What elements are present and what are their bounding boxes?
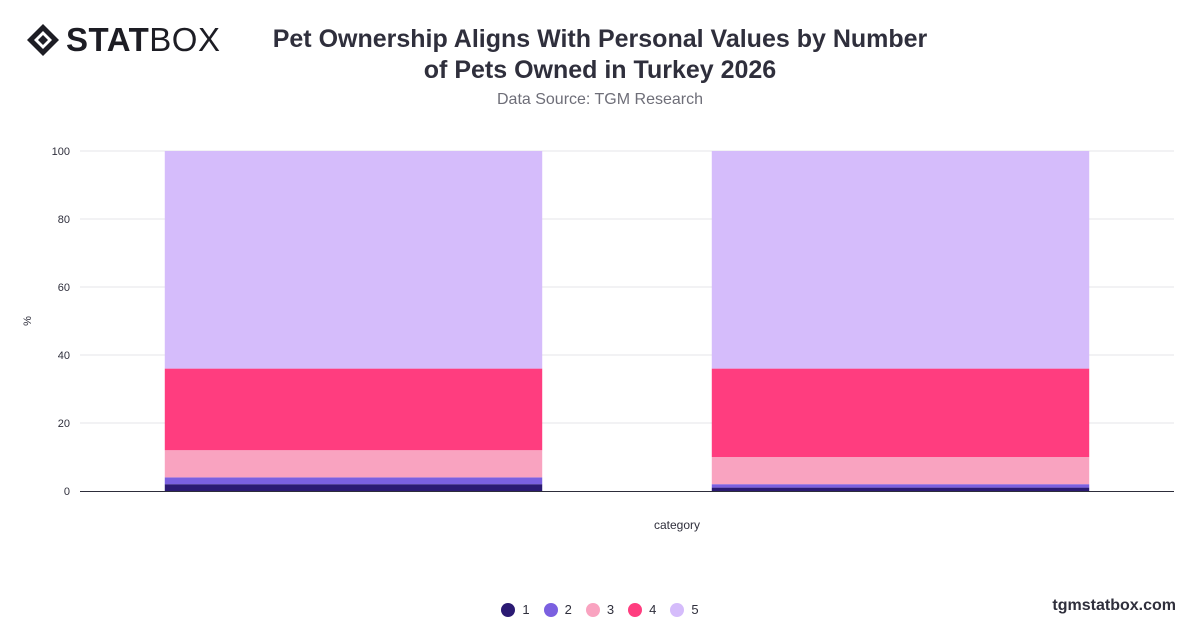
y-tick-label: 60 bbox=[58, 282, 70, 294]
bar-segment-series-5 bbox=[164, 151, 543, 369]
chart-legend: 1 2 3 4 5 bbox=[0, 602, 1200, 617]
legend-swatch bbox=[670, 602, 685, 617]
chart-title-line-1: Pet Ownership Aligns With Personal Value… bbox=[272, 25, 928, 53]
legend-label: 3 bbox=[606, 602, 615, 617]
legend-label: 2 bbox=[564, 602, 572, 617]
bar-segment-series-2 bbox=[164, 477, 543, 485]
chart-title-line-2: of Pets Owned in Turkey 2026 bbox=[423, 56, 777, 84]
legend-item-3[interactable]: 3 bbox=[585, 602, 615, 617]
legend-swatch bbox=[628, 602, 643, 617]
diamond-logo-icon bbox=[27, 24, 59, 56]
brand-name: STATBOX bbox=[66, 22, 220, 58]
legend-swatch bbox=[543, 602, 558, 617]
y-tick-label: 100 bbox=[52, 146, 70, 158]
legend-label: 5 bbox=[691, 602, 699, 617]
y-tick-label: 20 bbox=[58, 418, 70, 430]
legend-item-4[interactable]: 4 bbox=[628, 602, 656, 617]
bar-segment-series-3 bbox=[164, 450, 543, 478]
legend-swatch bbox=[501, 602, 516, 617]
brand-name-light: BOX bbox=[149, 21, 221, 58]
legend-swatch bbox=[585, 602, 600, 617]
bar-segment-series-4 bbox=[711, 368, 1090, 457]
y-tick-label: 40 bbox=[58, 350, 70, 362]
bar-segment-series-1 bbox=[164, 484, 543, 491]
bar-segment-series-2 bbox=[711, 484, 1090, 488]
y-tick-label: 0 bbox=[64, 486, 70, 498]
bar-segment-series-4 bbox=[164, 368, 543, 451]
brand-logo: STATBOX bbox=[26, 22, 220, 58]
bar-segment-series-1 bbox=[711, 487, 1090, 491]
legend-item-1[interactable]: 1 bbox=[501, 602, 530, 617]
legend-item-5[interactable]: 5 bbox=[670, 602, 699, 617]
x-axis-title: category bbox=[654, 518, 700, 532]
legend-item-2[interactable]: 2 bbox=[543, 602, 572, 617]
y-tick-label: 80 bbox=[58, 214, 70, 226]
chart-subtitle: Data Source: TGM Research bbox=[496, 91, 703, 108]
chart-title: Pet Ownership Aligns With Personal Value… bbox=[250, 24, 950, 86]
brand-name-bold: STAT bbox=[66, 21, 150, 58]
legend-label: 4 bbox=[649, 602, 657, 617]
y-axis-title: % bbox=[22, 316, 34, 326]
site-url: tgmstatbox.com bbox=[1052, 597, 1176, 614]
legend-label: 1 bbox=[522, 602, 530, 617]
bar-segment-series-3 bbox=[711, 457, 1090, 485]
bar-segment-series-5 bbox=[711, 151, 1090, 369]
